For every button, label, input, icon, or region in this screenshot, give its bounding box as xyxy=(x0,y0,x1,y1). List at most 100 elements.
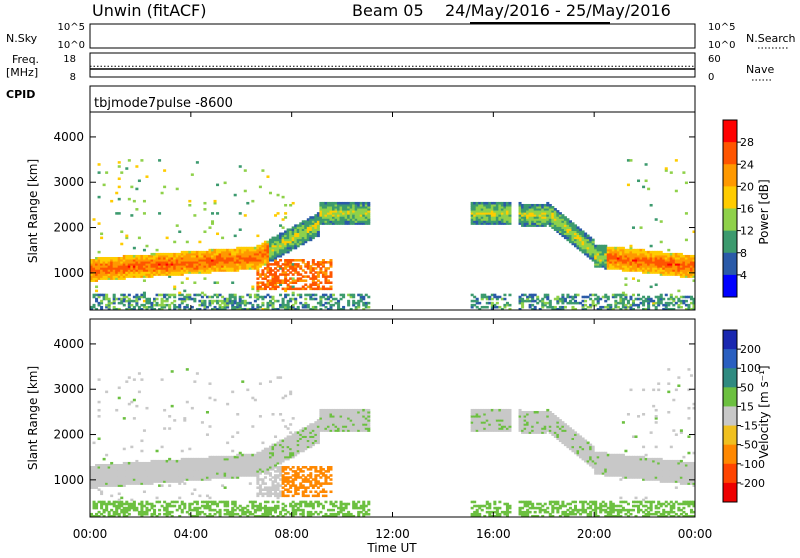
range-cell xyxy=(143,279,146,282)
range-cell xyxy=(98,437,101,440)
range-cell xyxy=(277,501,280,504)
range-cell xyxy=(503,298,506,301)
range-cell xyxy=(140,378,143,381)
range-cell xyxy=(145,245,148,248)
range-cell xyxy=(239,228,242,231)
range-cell xyxy=(272,413,275,416)
range-cell xyxy=(143,490,146,493)
range-cell xyxy=(284,395,287,398)
range-cell xyxy=(546,294,549,297)
range-cell xyxy=(637,279,640,282)
range-cell xyxy=(670,294,673,297)
range-cell xyxy=(299,265,302,268)
range-cell xyxy=(302,259,305,262)
frequency-panel xyxy=(90,53,695,77)
range-cell xyxy=(241,296,244,299)
range-cell xyxy=(118,161,121,164)
range-cell xyxy=(352,294,355,297)
range-cell xyxy=(251,304,254,307)
range-cell xyxy=(156,497,159,500)
range-cell xyxy=(216,184,219,187)
range-cell xyxy=(138,372,141,375)
range-cell xyxy=(153,509,156,512)
range-cell xyxy=(342,294,345,297)
range-cell xyxy=(239,165,242,168)
range-cell xyxy=(140,501,143,504)
range-cell xyxy=(272,501,275,504)
range-cell xyxy=(662,298,665,301)
range-cell xyxy=(191,173,194,176)
range-cell xyxy=(246,389,249,392)
range-cell xyxy=(186,304,189,307)
range-cell xyxy=(632,294,635,297)
range-cell xyxy=(304,279,307,282)
range-cell xyxy=(367,302,370,305)
range-cell xyxy=(269,380,272,383)
range-cell xyxy=(158,159,161,162)
range-cell xyxy=(347,300,350,303)
range-cell xyxy=(188,448,191,451)
range-cell xyxy=(254,501,257,504)
range-cell xyxy=(161,484,164,487)
range-cell xyxy=(186,401,189,404)
range-cell xyxy=(264,476,267,479)
range-cell xyxy=(486,306,489,309)
range-cell xyxy=(645,180,648,183)
range-cell xyxy=(660,220,663,223)
range-cell xyxy=(128,376,131,379)
range-cell xyxy=(176,224,179,227)
range-cell xyxy=(279,376,282,379)
range-cell xyxy=(274,435,277,438)
range-cell xyxy=(682,171,685,174)
power-panel xyxy=(90,112,695,310)
range-cell xyxy=(624,294,627,297)
range-cell xyxy=(503,294,506,297)
noise-left-tick-top: 10^5 xyxy=(58,22,85,33)
range-cell xyxy=(244,214,247,217)
range-cell xyxy=(231,391,234,394)
range-cell xyxy=(476,298,479,301)
range-cell xyxy=(140,450,143,453)
range-cell xyxy=(577,294,580,297)
range-cell xyxy=(219,509,222,512)
range-cell xyxy=(632,277,635,280)
range-cell xyxy=(640,226,643,229)
range-cell xyxy=(282,419,285,422)
range-cell xyxy=(203,230,206,233)
noise-right-tick-bottom: 10^0 xyxy=(708,40,735,51)
range-cell xyxy=(637,180,640,183)
range-cell xyxy=(226,442,229,445)
range-cell xyxy=(135,507,138,510)
range-cell xyxy=(140,440,143,443)
range-cell xyxy=(133,417,136,420)
range-cell xyxy=(188,294,191,297)
range-cell xyxy=(163,409,166,412)
range-cell xyxy=(231,435,234,438)
range-cell xyxy=(120,171,123,174)
range-cell xyxy=(279,413,282,416)
range-cell xyxy=(118,186,121,189)
range-cell xyxy=(98,415,101,418)
range-cell xyxy=(632,226,635,229)
range-cell xyxy=(158,212,161,215)
freq-label: Freq. xyxy=(12,53,39,66)
range-cell xyxy=(125,167,128,170)
y-tick-label: 2000 xyxy=(53,221,84,235)
range-cell xyxy=(100,237,103,240)
range-cell xyxy=(118,493,121,496)
range-cell xyxy=(93,218,96,221)
range-cell xyxy=(261,169,264,172)
range-cell xyxy=(561,294,564,297)
range-cell xyxy=(302,509,305,512)
range-cell xyxy=(208,382,211,385)
range-cell xyxy=(307,304,310,307)
range-cell xyxy=(128,513,131,516)
range-cell xyxy=(592,239,595,242)
range-cell xyxy=(98,222,101,225)
range-cell xyxy=(105,294,108,297)
range-cell xyxy=(685,182,688,185)
range-cell xyxy=(259,503,262,506)
range-cell xyxy=(103,458,106,461)
range-cell xyxy=(171,511,174,514)
range-cell xyxy=(173,505,176,508)
